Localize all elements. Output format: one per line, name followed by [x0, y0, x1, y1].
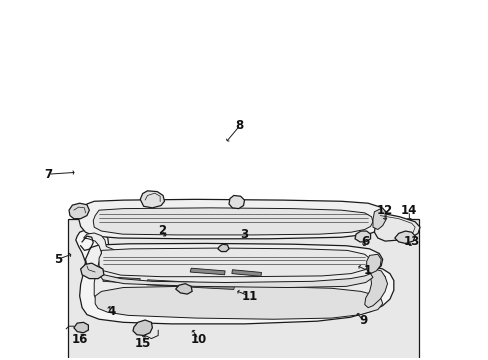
- Polygon shape: [79, 199, 386, 239]
- Text: 4: 4: [107, 305, 115, 318]
- Text: 5: 5: [54, 253, 62, 266]
- Polygon shape: [102, 277, 140, 284]
- Text: 16: 16: [71, 333, 88, 346]
- Text: 13: 13: [403, 235, 419, 248]
- Text: 7: 7: [44, 168, 52, 181]
- Polygon shape: [217, 244, 228, 252]
- Text: 11: 11: [241, 289, 257, 302]
- Polygon shape: [231, 270, 261, 276]
- Polygon shape: [85, 243, 382, 280]
- Polygon shape: [76, 230, 393, 324]
- Text: 3: 3: [240, 228, 248, 240]
- Text: 14: 14: [400, 204, 417, 217]
- Polygon shape: [175, 284, 192, 294]
- Text: 10: 10: [190, 333, 206, 346]
- Polygon shape: [83, 233, 386, 314]
- Polygon shape: [74, 322, 88, 333]
- Text: 12: 12: [376, 204, 392, 217]
- Polygon shape: [394, 231, 414, 243]
- Text: 9: 9: [358, 314, 366, 327]
- Polygon shape: [146, 280, 234, 289]
- Polygon shape: [81, 263, 103, 279]
- Text: 8: 8: [235, 120, 244, 132]
- Polygon shape: [140, 191, 164, 208]
- Polygon shape: [69, 203, 89, 219]
- Polygon shape: [133, 320, 152, 336]
- Polygon shape: [228, 195, 244, 209]
- Polygon shape: [95, 286, 382, 319]
- Text: 1: 1: [364, 264, 371, 278]
- Polygon shape: [354, 231, 370, 242]
- Text: 6: 6: [361, 235, 369, 248]
- Polygon shape: [366, 254, 381, 274]
- Polygon shape: [93, 208, 372, 235]
- Text: 2: 2: [158, 224, 166, 237]
- Polygon shape: [190, 268, 224, 275]
- Bar: [67, 219, 418, 360]
- Polygon shape: [372, 208, 386, 230]
- Polygon shape: [364, 269, 386, 308]
- Polygon shape: [99, 248, 370, 277]
- Polygon shape: [374, 213, 419, 241]
- Text: 15: 15: [134, 337, 151, 350]
- Polygon shape: [99, 274, 372, 288]
